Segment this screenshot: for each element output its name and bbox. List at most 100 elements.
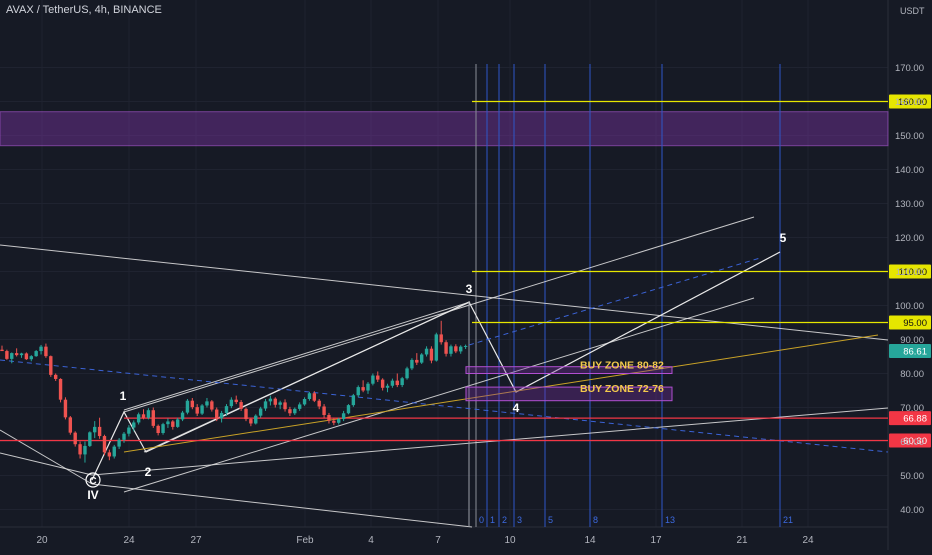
candle-body: [268, 398, 273, 402]
candle-body: [19, 353, 24, 356]
candle-body: [366, 383, 370, 391]
candle-body: [337, 419, 341, 423]
candle-body: [107, 452, 112, 457]
y-tick-label: 140.00: [895, 165, 924, 176]
candle-body: [200, 405, 204, 414]
candle-body: [454, 346, 458, 352]
x-tick-label: 27: [190, 535, 202, 546]
candle-body: [239, 402, 243, 409]
trend-line: [91, 483, 473, 528]
candle-body: [385, 385, 390, 388]
candle-body: [29, 356, 33, 360]
candle-body: [376, 375, 380, 380]
trend-line: [91, 407, 889, 476]
candle-body: [210, 401, 214, 410]
candle-body: [434, 334, 439, 361]
buy-zone-box: [465, 386, 673, 402]
candle-body: [419, 354, 424, 363]
fib-time-label: 2: [502, 515, 507, 525]
candle-body: [302, 399, 307, 405]
candle-body: [97, 426, 102, 437]
price-level-label: 86.61: [903, 347, 927, 358]
wave-label: 4: [513, 401, 520, 415]
candle-body: [205, 401, 209, 406]
price-level-label: 95.00: [903, 318, 927, 329]
candle-body: [288, 409, 292, 414]
x-tick-label: 24: [123, 535, 135, 546]
candle-body: [112, 446, 116, 457]
candle-body: [53, 374, 58, 379]
x-tick-label: 20: [36, 535, 48, 546]
price-level-label: 160.00: [898, 97, 927, 108]
candle-body: [380, 379, 385, 388]
x-tick-label: Feb: [296, 535, 314, 546]
fib-time-label: 1: [490, 515, 495, 525]
x-tick-label: 14: [584, 535, 596, 546]
price-level-tag: [889, 94, 931, 109]
x-tick-label: 21: [736, 535, 748, 546]
price-level-label: 60.30: [903, 436, 927, 447]
trend-line: [123, 301, 471, 411]
candle-body: [410, 359, 414, 369]
x-tick-label: 4: [368, 535, 374, 546]
resistance-zone: [0, 111, 889, 147]
y-tick-label: 110.00: [896, 267, 924, 278]
fib-time-label: 13: [665, 515, 675, 525]
price-level-tag: [889, 411, 931, 426]
candle-body: [293, 408, 297, 414]
wave-label: 2: [145, 465, 152, 479]
candle-body: [400, 378, 404, 386]
candle-body: [317, 400, 321, 407]
candle-body: [439, 334, 443, 343]
y-tick-label: 120.00: [895, 233, 924, 244]
y-tick-label: 130.00: [895, 199, 924, 210]
candle-body: [122, 433, 126, 440]
candle-body: [166, 421, 170, 425]
candle-body: [78, 444, 82, 455]
y-tick-label: 150.00: [895, 131, 924, 142]
x-tick-label: 17: [650, 535, 662, 546]
candle-body: [229, 399, 234, 407]
candle-body: [39, 346, 43, 352]
price-level-tag: [889, 344, 931, 359]
candle-body: [0, 349, 4, 352]
wave-path: [91, 251, 781, 481]
candle-body: [68, 417, 73, 433]
candle-body: [117, 439, 121, 447]
candle-body: [190, 400, 195, 408]
fib-time-label: 21: [783, 515, 793, 525]
candle-body: [88, 432, 92, 446]
candle-body: [371, 375, 375, 384]
candle-body: [136, 414, 141, 423]
candle-body: [156, 425, 160, 433]
candle-body: [463, 345, 468, 347]
candle-body: [307, 393, 312, 399]
candle-body: [180, 412, 185, 420]
candle-body: [459, 346, 463, 352]
y-tick-label: 90.00: [900, 335, 924, 346]
wave-label: C: [89, 476, 96, 487]
candle-body: [341, 413, 346, 420]
trend-line: [0, 244, 889, 341]
candle-body: [132, 422, 136, 428]
candle-body: [49, 356, 53, 375]
price-level-tag: [889, 433, 931, 448]
candle-body: [356, 387, 360, 396]
candle-body: [351, 395, 356, 406]
dashed-support: [0, 359, 889, 453]
candle-body: [10, 353, 14, 359]
candle-body: [332, 420, 336, 423]
candle-body: [44, 346, 48, 357]
candle-body: [390, 380, 395, 386]
candle-body: [151, 410, 155, 426]
candle-body: [141, 414, 146, 418]
candle-body: [224, 406, 229, 413]
candle-body: [146, 410, 151, 418]
candle-body: [219, 412, 224, 419]
price-level-label: 66.88: [903, 414, 927, 425]
candle-body: [283, 402, 287, 410]
candle-body: [322, 406, 326, 415]
trend-line: [0, 429, 93, 485]
